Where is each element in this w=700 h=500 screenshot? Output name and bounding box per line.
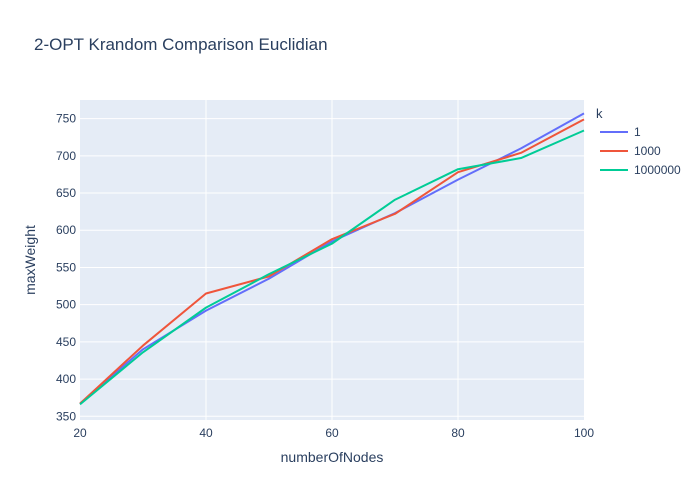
x-tick-label: 80: [451, 426, 465, 440]
legend-label: 1: [634, 125, 641, 139]
legend-label: 1000: [634, 144, 661, 158]
legend-item-1000[interactable]: 1000: [600, 144, 661, 158]
x-tick-label: 40: [199, 426, 213, 440]
legend-item-1000000[interactable]: 1000000: [600, 163, 681, 177]
x-tick-label: 100: [574, 426, 594, 440]
x-axis-title: numberOfNodes: [281, 449, 384, 465]
series-line-1000000: [79, 129, 585, 406]
y-axis-title: maxWeight: [22, 225, 38, 295]
y-tick-label: 500: [56, 298, 76, 312]
legend-label: 1000000: [634, 163, 681, 177]
x-axis-ticks: 20 40 60 80 100: [73, 426, 594, 440]
y-tick-label: 650: [56, 186, 76, 200]
x-tick-label: 60: [325, 426, 339, 440]
y-tick-label: 350: [56, 409, 76, 423]
y-axis-ticks: 350 400 450 500 550 600 650 700 750: [56, 112, 76, 424]
series-line-1000: [79, 118, 585, 405]
legend-item-1[interactable]: 1: [600, 125, 641, 139]
y-tick-label: 550: [56, 260, 76, 274]
gridlines: [80, 100, 584, 420]
y-tick-label: 450: [56, 335, 76, 349]
chart-title: 2-OPT Krandom Comparison Euclidian: [34, 35, 328, 54]
y-tick-label: 400: [56, 372, 76, 386]
y-tick-label: 700: [56, 149, 76, 163]
x-tick-label: 20: [73, 426, 87, 440]
legend[interactable]: k 1 1000 1000000: [596, 106, 681, 177]
y-tick-label: 750: [56, 112, 76, 126]
series-lines: [79, 112, 585, 406]
y-tick-label: 600: [56, 223, 76, 237]
legend-title: k: [596, 106, 603, 121]
